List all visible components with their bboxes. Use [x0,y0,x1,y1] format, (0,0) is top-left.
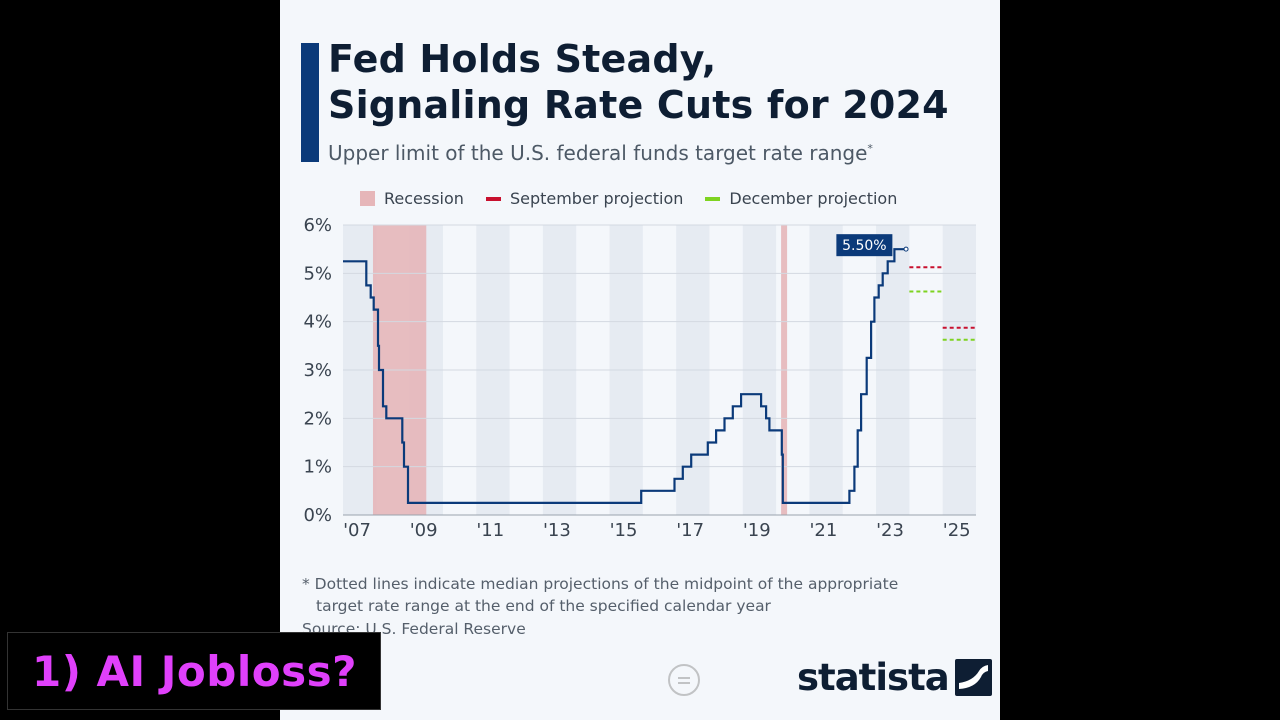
y-tick-label: 4% [303,312,332,333]
chart-svg: 0%1%2%3%4%5%6% '07'09'11'13'15'17'19'21 '… [303,215,976,541]
x-tick-label: '17 [676,520,704,541]
legend-label-september: September projection [509,189,684,208]
subtitle-footnote-mark: * [867,142,873,155]
value-callout-box [836,234,893,257]
logo-mark-icon [954,659,992,696]
footnote: * Dotted lines indicate median projectio… [302,573,982,617]
legend-label-december: December projection [729,189,898,208]
rate-line [343,248,906,504]
x-tick-label: '21 [809,520,837,541]
legend-item-recession: Recession [360,189,464,208]
x-tick-label: '13 [543,520,571,541]
value-callout-label: 5.50% [842,238,886,254]
x-tick-label: '23 [876,520,904,541]
menu-icon[interactable] [668,664,700,696]
subtitle-text: Upper limit of the U.S. federal funds ta… [328,141,868,165]
projection-lines [909,266,976,341]
x-tick-label: '19 [743,520,771,541]
overlay-caption: 1) AI Jobloss? [32,646,357,696]
annotations: 5.50% [836,234,909,257]
december-swatch [705,196,721,201]
y-tick-label: 3% [303,360,332,381]
series-end-marker [903,246,909,252]
x-tick-label: '07 [343,520,371,541]
footnote-line-2: target rate range at the end of the spec… [316,597,771,615]
legend-label-recession: Recession [384,189,464,208]
statista-logo: statista [797,656,992,699]
chart-card: Fed Holds Steady, Signaling Rate Cuts fo… [280,0,1000,720]
series-lines [343,248,906,504]
y-axis-ticks: 0% 1% 2% 3% 4% 5% 6% [303,215,332,526]
overlay-caption-box: 1) AI Jobloss? [7,632,381,710]
y-tick-label: 5% [303,263,332,284]
september-swatch [485,196,501,201]
x-tick-label: '15 [610,520,638,541]
y-tick-label: 0% [303,505,332,526]
logo-text: statista [797,656,950,699]
x-axis-ticks: '07 '09 '11 '13 '15 '17 '19 '21 '23 '25 [343,520,971,541]
x-tick-label: '11 [476,520,504,541]
legend-item-september: September projection [485,189,684,208]
chart-subtitle: Upper limit of the U.S. federal funds ta… [328,141,873,165]
y-tick-label: 2% [303,408,332,429]
footnote-line-1: * Dotted lines indicate median projectio… [302,575,899,593]
chart-title: Fed Holds Steady, Signaling Rate Cuts fo… [328,37,949,127]
recession-swatch [360,191,375,206]
x-tick-label: '25 [943,520,971,541]
y-tick-label: 6% [303,215,332,236]
legend-item-december: December projection [705,189,897,208]
x-tick-label: '09 [410,520,438,541]
title-accent-bar [301,43,319,162]
logo-mark-shape [958,665,988,689]
y-tick-label: 1% [303,457,332,478]
chart-legend: Recession September projection December … [360,189,919,208]
